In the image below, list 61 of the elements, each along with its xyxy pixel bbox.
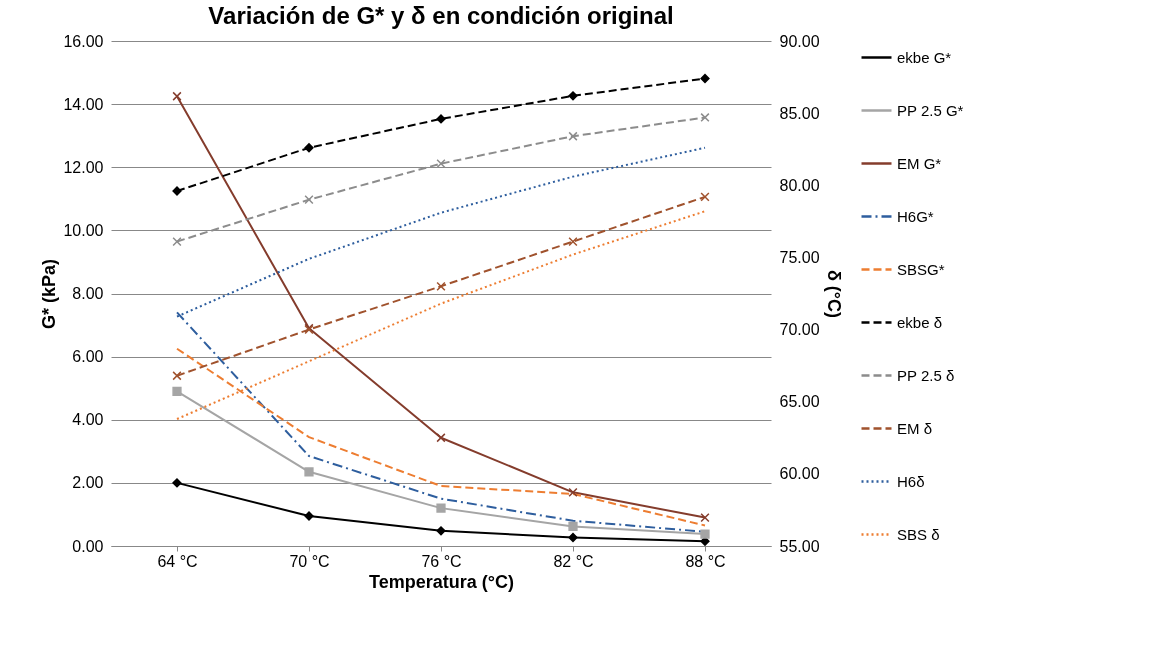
y-tick-label: 10.00 (63, 221, 104, 239)
y2-tick-label: 55.00 (779, 537, 820, 555)
x-tick-label: 82 °C (553, 552, 594, 570)
legend-label: ekbe G* (897, 48, 952, 66)
y-tick-label: 2.00 (72, 474, 104, 492)
legend-label: EM δ (897, 419, 933, 437)
legend-label: ekbe δ (897, 313, 943, 331)
point (568, 487, 578, 497)
y-axis-title: G* (kPa) (39, 258, 60, 330)
y2-axis-title: δ (°C) (823, 269, 844, 319)
legend-label: EM G* (897, 154, 942, 172)
x-axis-title: Temperatura (°C) (369, 571, 514, 592)
y-tick-label: 6.00 (72, 348, 104, 366)
point (172, 478, 182, 488)
y2-tick-label: 90.00 (779, 32, 820, 50)
point (700, 536, 710, 546)
y-tick-label: 16.00 (63, 32, 104, 50)
point (568, 131, 578, 141)
y2-tick-label: 80.00 (779, 176, 820, 194)
point (436, 281, 446, 291)
legend-label: SBSG* (897, 260, 945, 278)
y-tick-label: 0.00 (72, 537, 104, 555)
legend-label: PP 2.5 δ (897, 366, 955, 384)
point (700, 512, 710, 523)
y-tick-label: 8.00 (72, 285, 104, 302)
y2-tick-label: 75.00 (779, 248, 820, 266)
point (304, 467, 314, 477)
point (568, 236, 578, 247)
y-tick-label: 14.00 (63, 95, 104, 113)
point (568, 91, 578, 101)
legend-label: H6G* (897, 207, 934, 225)
point (172, 91, 182, 101)
point (304, 195, 314, 205)
point (568, 532, 578, 543)
point (568, 521, 578, 532)
point (700, 73, 710, 84)
point (436, 526, 446, 536)
point (436, 503, 446, 513)
y2-tick-label: 70.00 (779, 321, 820, 339)
legend-label: H6δ (897, 472, 925, 490)
point (436, 114, 446, 124)
x-tick-label: 76 °C (421, 552, 462, 570)
chart-title: Variación de G* y δ en condición original (208, 2, 674, 29)
point (172, 371, 182, 381)
y-tick-label: 12.00 (63, 158, 104, 176)
y2-tick-label: 65.00 (779, 393, 820, 411)
point (700, 192, 710, 202)
legend-label: SBS δ (897, 525, 940, 543)
point (172, 236, 182, 247)
point (700, 529, 710, 539)
point (172, 386, 182, 396)
x-tick-label: 88 °C (685, 552, 726, 570)
y2-tick-label: 60.00 (779, 465, 820, 483)
point (700, 112, 710, 123)
y2-tick-label: 85.00 (779, 104, 820, 122)
legend-label: PP 2.5 G* (897, 101, 964, 119)
x-tick-label: 70 °C (289, 552, 330, 570)
point (304, 143, 314, 153)
y-tick-label: 4.00 (72, 411, 104, 429)
point (436, 433, 446, 443)
x-tick-label: 64 °C (157, 552, 198, 570)
